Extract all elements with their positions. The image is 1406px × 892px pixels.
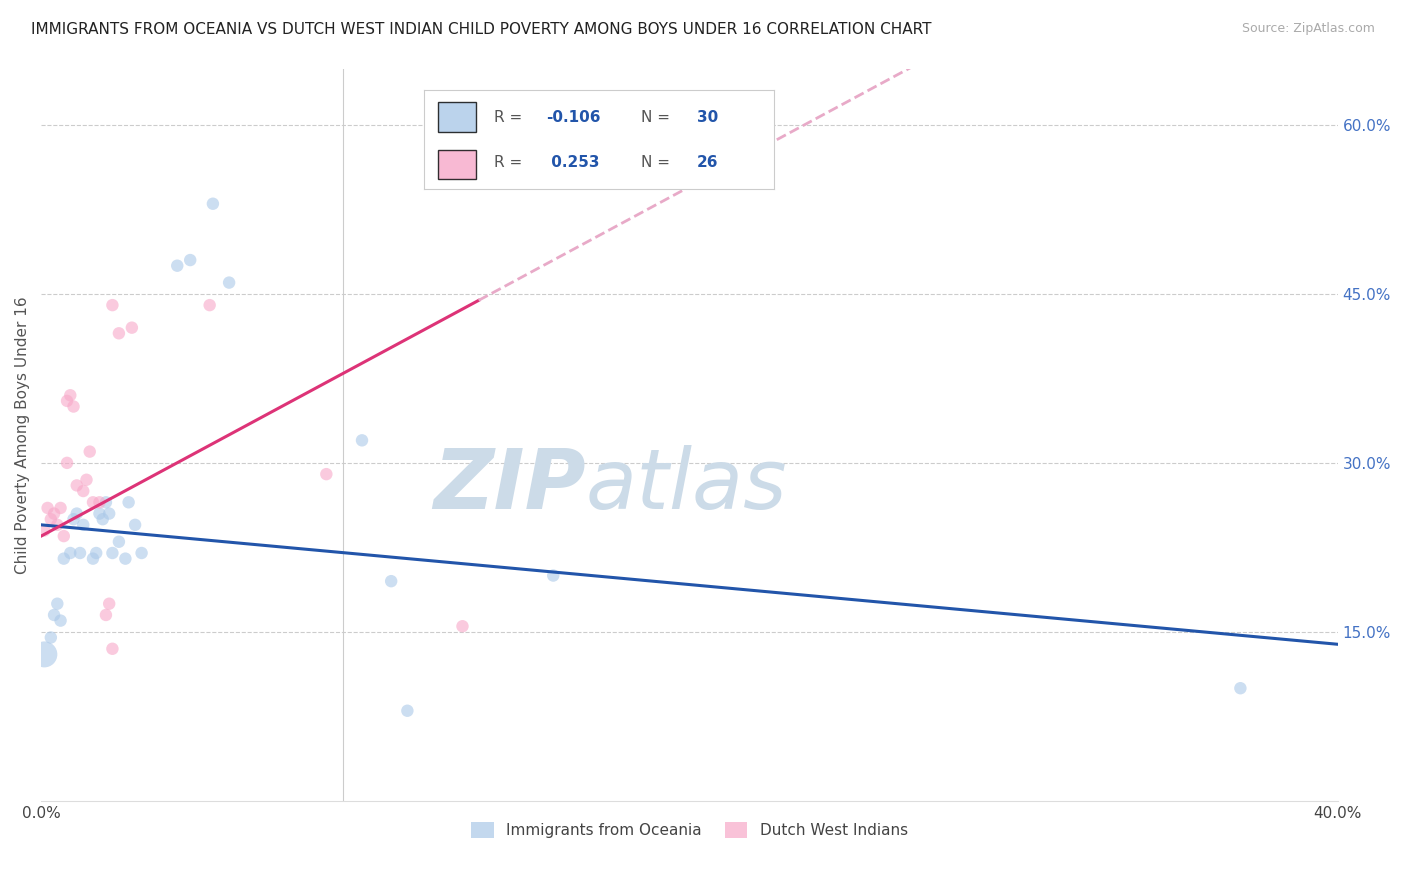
Point: [117, 495, 139, 509]
Point: [79, 444, 101, 458]
Point: [42, 507, 65, 521]
Point: [98, 507, 121, 521]
Point: [201, 196, 224, 211]
Point: [114, 551, 136, 566]
Point: [121, 320, 143, 334]
Point: [94, 607, 117, 622]
Point: [52, 551, 75, 566]
Legend: Immigrants from Oceania, Dutch West Indians: Immigrants from Oceania, Dutch West Indi…: [465, 816, 914, 845]
Point: [34, 648, 56, 662]
Point: [350, 434, 373, 448]
Point: [72, 517, 94, 532]
Point: [66, 478, 89, 492]
Point: [108, 534, 131, 549]
Point: [1229, 681, 1251, 696]
Point: [315, 467, 337, 482]
Point: [42, 607, 65, 622]
Point: [108, 326, 131, 341]
Point: [34, 524, 56, 538]
Point: [89, 495, 111, 509]
Y-axis label: Child Poverty Among Boys Under 16: Child Poverty Among Boys Under 16: [15, 296, 30, 574]
Point: [59, 546, 82, 560]
Point: [49, 614, 72, 628]
Point: [541, 568, 564, 582]
Text: ZIP: ZIP: [433, 445, 586, 526]
Point: [62, 512, 84, 526]
Point: [56, 456, 79, 470]
Point: [451, 619, 474, 633]
Point: [46, 517, 69, 532]
Point: [396, 704, 419, 718]
Point: [198, 298, 221, 312]
Point: [101, 546, 124, 560]
Point: [39, 512, 62, 526]
Point: [37, 500, 59, 515]
Point: [89, 507, 111, 521]
Point: [66, 507, 89, 521]
Point: [179, 253, 201, 268]
Text: Source: ZipAtlas.com: Source: ZipAtlas.com: [1241, 22, 1375, 36]
Point: [94, 495, 117, 509]
Point: [166, 259, 188, 273]
Point: [72, 483, 94, 498]
Point: [39, 631, 62, 645]
Point: [59, 388, 82, 402]
Point: [98, 597, 121, 611]
Point: [218, 276, 240, 290]
Point: [124, 517, 146, 532]
Point: [49, 500, 72, 515]
Text: atlas: atlas: [586, 445, 787, 526]
Point: [84, 546, 107, 560]
Text: IMMIGRANTS FROM OCEANIA VS DUTCH WEST INDIAN CHILD POVERTY AMONG BOYS UNDER 16 C: IMMIGRANTS FROM OCEANIA VS DUTCH WEST IN…: [31, 22, 931, 37]
Point: [91, 512, 114, 526]
Point: [82, 495, 104, 509]
Point: [46, 597, 69, 611]
Point: [380, 574, 402, 589]
Point: [76, 473, 98, 487]
Point: [82, 551, 104, 566]
Point: [101, 298, 124, 312]
Point: [69, 546, 91, 560]
Point: [56, 393, 79, 408]
Point: [52, 529, 75, 543]
Point: [131, 546, 153, 560]
Point: [62, 400, 84, 414]
Point: [101, 641, 124, 656]
